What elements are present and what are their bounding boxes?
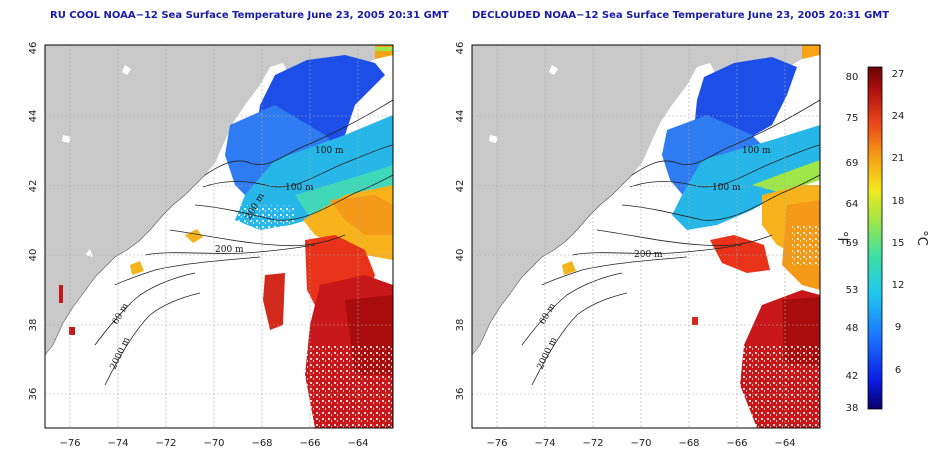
- svg-text:100 m: 100 m: [712, 183, 741, 193]
- tick-label: 44: [455, 110, 466, 123]
- tick-label: 46: [455, 42, 466, 55]
- tick-label: −74: [107, 438, 128, 449]
- tick-label: −66: [299, 438, 320, 449]
- tick-label: 24: [892, 111, 905, 122]
- right-contours: [521, 99, 821, 386]
- tick-label: 40: [28, 249, 39, 262]
- tick-label: 6: [895, 365, 901, 376]
- tick-label: −72: [155, 438, 176, 449]
- tick-label: 42: [846, 371, 859, 382]
- right-lat-ticks: 46 44 42 40 38 36: [455, 42, 466, 401]
- tick-label: 46: [28, 42, 39, 55]
- tick-label: −76: [486, 438, 507, 449]
- tick-label: 53: [846, 285, 859, 296]
- tick-label: −64: [347, 438, 368, 449]
- tick-label: −72: [582, 438, 603, 449]
- right-map-title: DECLOUDED NOAA−12 Sea Surface Temperatur…: [472, 10, 890, 21]
- left-map-title: RU COOL NOAA−12 Sea Surface Temperature …: [50, 10, 449, 21]
- right-map: 100 m 100 m 200 m 60 m 2000 m: [471, 44, 821, 429]
- tick-label: 42: [28, 180, 39, 193]
- tick-label: 64: [846, 199, 859, 210]
- colorbar-celsius-ticks: 27 24 21 18 15 12 9 6: [892, 69, 905, 376]
- tick-label: 48: [846, 323, 859, 334]
- left-lat-ticks: 46 44 42 40 38 36: [28, 42, 39, 401]
- tick-label: −76: [59, 438, 80, 449]
- tick-label: −66: [726, 438, 747, 449]
- svg-text:100 m: 100 m: [285, 183, 314, 193]
- right-grid: [472, 45, 820, 428]
- tick-label: 9: [895, 322, 901, 333]
- celsius-unit-label: °C: [914, 230, 929, 246]
- svg-text:100 m: 100 m: [315, 146, 344, 156]
- tick-label: −64: [774, 438, 795, 449]
- tick-label: −68: [678, 438, 699, 449]
- tick-label: 75: [846, 113, 859, 124]
- tick-label: 44: [28, 110, 39, 123]
- left-map: 100 m 100 m 200 m 200 m 60 m 2000 m: [44, 44, 394, 429]
- left-land: [45, 45, 393, 355]
- right-lon-ticks: −76 −74 −72 −70 −68 −66 −64: [486, 438, 795, 449]
- colorbar-gradient: [867, 66, 883, 410]
- right-sst-field: [562, 45, 820, 428]
- tick-label: 18: [892, 196, 905, 207]
- left-sst-field: [59, 45, 393, 428]
- tick-label: −70: [630, 438, 651, 449]
- tick-label: 12: [892, 280, 905, 291]
- colorbar-fahrenheit-ticks: 80 75 69 64 59 53 48 42 38: [846, 72, 859, 414]
- colorbar: 80 75 69 64 59 53 48 42 38 27 24 21 18 1…: [834, 66, 929, 414]
- svg-text:200 m: 200 m: [215, 245, 244, 255]
- tick-label: 42: [455, 180, 466, 193]
- tick-label: 38: [846, 403, 859, 414]
- left-lon-ticks: −76 −74 −72 −70 −68 −66 −64: [59, 438, 368, 449]
- tick-label: 69: [846, 158, 859, 169]
- tick-label: 40: [455, 249, 466, 262]
- left-grid: [45, 45, 393, 428]
- right-land: [472, 45, 820, 355]
- tick-label: 59: [846, 238, 859, 249]
- tick-label: −68: [251, 438, 272, 449]
- tick-label: −70: [203, 438, 224, 449]
- tick-label: 27: [892, 69, 905, 80]
- tick-label: 15: [892, 238, 905, 249]
- tick-label: −74: [534, 438, 555, 449]
- tick-label: 80: [846, 72, 859, 83]
- tick-label: 38: [28, 319, 39, 332]
- fahrenheit-unit-label: °F: [834, 231, 849, 245]
- svg-text:100 m: 100 m: [742, 146, 771, 156]
- tick-label: 38: [455, 319, 466, 332]
- tick-label: 21: [892, 153, 905, 164]
- tick-label: 36: [28, 388, 39, 401]
- left-contours: [94, 99, 394, 386]
- tick-label: 36: [455, 388, 466, 401]
